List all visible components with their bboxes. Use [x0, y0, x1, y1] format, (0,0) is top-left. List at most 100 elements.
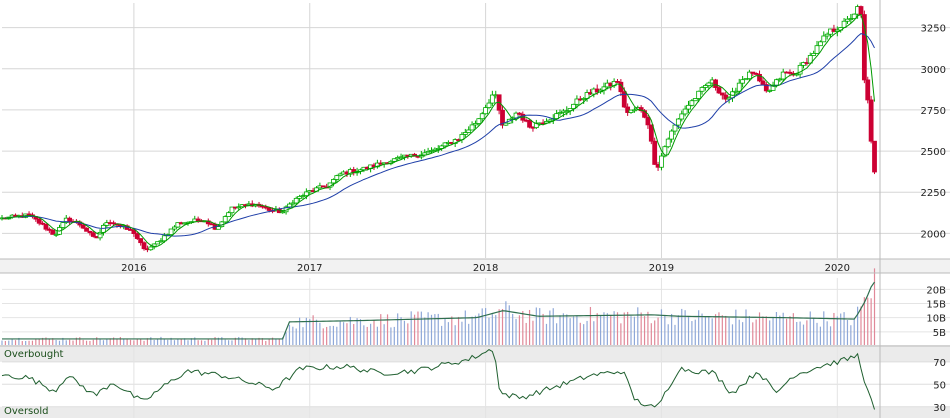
- candle-up: [770, 84, 776, 91]
- candle-up: [60, 222, 66, 228]
- candle-up: [818, 41, 823, 47]
- volume-bar: [238, 336, 240, 346]
- candle-up: [479, 113, 485, 120]
- rsi-y-tick-label: 50: [933, 380, 946, 391]
- candle-up: [780, 71, 786, 80]
- volume-bar: [184, 338, 186, 346]
- volume-bar: [58, 340, 61, 346]
- volume-bar: [528, 309, 531, 346]
- volume-bar: [447, 322, 450, 346]
- volume-bar: [278, 339, 280, 346]
- candle-down: [787, 71, 793, 74]
- volume-bar: [748, 315, 750, 346]
- volume-bar: [444, 318, 446, 346]
- volume-bar: [224, 339, 226, 346]
- volume-bar: [126, 338, 128, 346]
- volume-bar: [613, 311, 615, 346]
- candle-up: [689, 100, 695, 106]
- price-y-tick-label: 2750: [921, 106, 946, 117]
- volume-bar: [708, 316, 710, 346]
- volume-bar: [52, 338, 54, 346]
- volume-bar: [380, 314, 382, 346]
- volume-bar: [79, 337, 81, 346]
- volume-bar: [14, 340, 17, 346]
- candle-up: [774, 79, 779, 86]
- candle-up: [97, 231, 103, 239]
- volume-bar: [265, 340, 267, 346]
- volume-bar: [863, 297, 865, 346]
- candle-down: [111, 222, 117, 225]
- volume-bar: [133, 340, 135, 346]
- candle-down: [43, 223, 49, 230]
- candle-down: [36, 218, 42, 224]
- volume-bar: [153, 339, 155, 346]
- volume-bar: [671, 313, 673, 346]
- sma-slow-line: [1, 33, 875, 237]
- candle-up: [442, 142, 448, 147]
- candle-up: [703, 85, 708, 88]
- rsi-y-tick-label: 30: [933, 403, 946, 414]
- volume-bar: [684, 310, 686, 346]
- volume-bar: [69, 339, 71, 346]
- volume-bar: [231, 340, 233, 346]
- volume-bar: [701, 313, 703, 346]
- volume-bar: [288, 324, 291, 346]
- volume-average-line: [2, 281, 876, 340]
- volume-bar: [589, 306, 592, 346]
- volume-bar: [204, 340, 206, 346]
- volume-bar: [694, 319, 696, 346]
- volume-bar: [481, 308, 483, 346]
- candle-up: [334, 175, 340, 180]
- candle-down: [141, 242, 147, 250]
- volume-bar: [806, 320, 808, 346]
- volume-bar: [339, 320, 341, 346]
- candle-up: [686, 104, 691, 110]
- candle-up: [290, 202, 296, 205]
- volume-bar: [397, 313, 399, 346]
- volume-bar: [197, 340, 199, 346]
- candle-up: [148, 246, 154, 251]
- volume-bar: [102, 340, 105, 346]
- volume-bar: [82, 339, 84, 346]
- price-x-ticks: 2016 2017 2018 2019 2020: [0, 259, 950, 274]
- candle-down: [131, 229, 137, 234]
- candle-up: [293, 197, 299, 204]
- volume-bar: [21, 341, 23, 346]
- volume-bar: [173, 340, 176, 346]
- volume-bar: [742, 322, 744, 346]
- candle-up: [503, 122, 509, 126]
- volume-bar: [556, 323, 558, 346]
- volume-bar: [62, 337, 64, 346]
- volume-bar: [214, 337, 216, 346]
- rsi-y-tick-label: 70: [933, 358, 946, 369]
- candle-up: [743, 78, 749, 81]
- rsi-y-ticks: 30 50 70: [933, 358, 946, 414]
- volume-bar: [31, 340, 34, 346]
- candle-down: [621, 91, 627, 108]
- volume-bar: [312, 315, 314, 346]
- candle-up: [574, 98, 580, 105]
- volume-bar: [681, 308, 683, 346]
- volume-bar: [846, 319, 849, 346]
- volume-panel: 5B 10B 15B 20B: [1, 268, 950, 346]
- volume-bar: [785, 318, 788, 346]
- volume-bar: [603, 312, 605, 346]
- candle-down: [500, 109, 505, 126]
- volume-bar: [305, 317, 307, 346]
- volume-bar: [454, 325, 456, 346]
- candle-up: [466, 129, 472, 133]
- candle-down: [760, 80, 766, 85]
- volume-bar: [65, 340, 67, 346]
- volume-bar: [370, 323, 372, 346]
- volume-bar: [596, 313, 598, 346]
- candle-up: [161, 235, 167, 242]
- candle-up: [337, 173, 343, 177]
- candle-up: [439, 145, 445, 149]
- candle-down: [713, 79, 718, 88]
- volume-bar: [471, 316, 473, 346]
- volume-bar: [501, 308, 504, 346]
- volume-bar: [163, 339, 165, 346]
- volume-bar: [336, 326, 338, 346]
- volume-bar: [417, 311, 419, 346]
